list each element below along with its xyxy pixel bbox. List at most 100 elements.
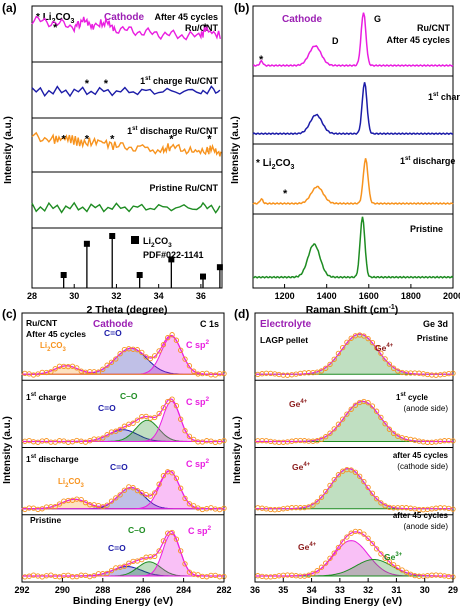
panel-label-c: (c): [2, 307, 17, 321]
panel-c-data-point: [156, 481, 162, 487]
panel-c-data-point: [156, 548, 162, 554]
panel-c-data-point: [169, 332, 175, 338]
panel-d-data-point: [323, 434, 329, 440]
panel-c-csp-label-2: C sp2: [186, 396, 210, 407]
panel-d-data-point: [369, 339, 376, 346]
panel-c-data-point: [143, 554, 149, 560]
panel-d-data-point: [267, 506, 274, 513]
panel-c-data-point: [165, 469, 171, 475]
panel-a-ref-legend-marker: [131, 236, 139, 244]
panel-c-data-point: [130, 558, 136, 565]
panel-c-data-point: [165, 335, 171, 341]
panel-c-data-point: [43, 438, 50, 444]
panel-d-data-point: [310, 570, 316, 577]
panel-d-data-point: [390, 430, 397, 437]
panel-d-data-point: [441, 438, 448, 444]
panel-d-sample-label: LAGP pellet: [260, 335, 308, 345]
panel-d-data-point: [310, 502, 316, 508]
panel-c-x-tick-label: 284: [176, 585, 191, 595]
panel-c-data-point: [104, 362, 110, 368]
panel-d-x-tick-label: 33: [335, 585, 345, 595]
panel-d-data-point: [369, 540, 376, 547]
panel-b-trace-0: [252, 12, 454, 68]
panel-a-trace-3: [31, 201, 221, 214]
panel-d-data-point: [255, 505, 261, 511]
panel-d-data-point: [331, 356, 337, 362]
panel-d-data-point: [335, 544, 342, 551]
panel-c-x-tick-label: 282: [216, 585, 231, 595]
panel-c-data-point: [186, 363, 193, 369]
panel-a-cathode-label: Cathode: [104, 12, 144, 23]
panel-c-data-point: [143, 354, 149, 360]
panel-d-data-point: [352, 402, 359, 408]
panel-d-data-point: [446, 370, 452, 377]
panel-d-data-point: [382, 421, 388, 427]
panel-a-discharge-label: 1st discharge Ru/CNT: [127, 126, 218, 136]
panel-d-data-point: [386, 559, 393, 565]
panel-c-data-point: [156, 348, 162, 354]
panel-a-x-tick-label: 28: [27, 291, 37, 301]
panel-c-data-point: [212, 372, 218, 378]
panel-d-data-point: [318, 494, 325, 500]
panel-c-data-point: [104, 502, 110, 508]
panel-b-pristine-label: Pristine: [410, 224, 443, 234]
panel-d-data-point: [331, 550, 337, 556]
panel-d-data-point: [373, 546, 380, 552]
panel-c-envelope: [22, 470, 224, 510]
panel-d-data-point: [323, 560, 329, 566]
panel-d-data-point: [314, 568, 320, 574]
panel-c-data-point: [48, 572, 54, 578]
panel-d-data-point: [378, 551, 384, 557]
panel-a-ref-marker: [168, 256, 175, 263]
panel-c-data-point: [160, 405, 167, 411]
panel-c-data-point: [139, 413, 145, 420]
panel-c-data-point: [204, 574, 210, 580]
panel-d-data-point: [255, 371, 261, 378]
panel-c-data-point: [30, 572, 37, 578]
panel-c-sample: Ru/CNT: [26, 318, 58, 328]
panel-a-x-tick-label: 32: [111, 291, 121, 301]
panel-d-data-point: [352, 528, 359, 535]
panel-c-data-point: [139, 349, 145, 356]
panel-d-data-point: [259, 437, 265, 444]
panel-a-x-tick-label: 30: [69, 291, 79, 301]
panel-c-data-point: [173, 536, 180, 542]
panel-c-data-point: [208, 505, 214, 511]
panel-b-x-tick-label: 1600: [359, 291, 379, 301]
panel-c-data-point: [195, 505, 201, 511]
panel-c-data-point: [22, 506, 28, 513]
panel-c-data-point: [134, 487, 141, 494]
panel-c-data-point: [199, 573, 206, 580]
panel-d-data-point: [437, 572, 443, 578]
panel-d-data-point: [390, 365, 397, 371]
panel-c-csp-label-3: C sp2: [186, 458, 210, 469]
panel-a-x-tick-label: 36: [196, 291, 206, 301]
panel-c-data-point: [204, 438, 210, 444]
panel-c-co-label-1: C=O: [104, 328, 122, 338]
panel-d-data-point: [395, 433, 401, 439]
panel-d-data-point: [327, 482, 333, 489]
panel-d-envelope: [255, 400, 453, 443]
panel-c-data-point: [117, 426, 123, 433]
panel-d-data-point: [340, 416, 346, 422]
panel-d-data-point: [276, 506, 282, 513]
panel-d-data-point: [344, 339, 350, 345]
panel-a-rucnt-label: Ru/CNT: [185, 23, 218, 33]
panel-c-x-tick-label: 288: [95, 585, 110, 595]
panel-d-data-point: [429, 372, 435, 378]
panel-c-ylabel: Intensity (a.u.): [2, 416, 13, 484]
panel-d-data-point: [365, 335, 371, 342]
panel-c-data-point: [160, 538, 167, 544]
panel-c-data-point: [113, 356, 119, 362]
panel-c-data-point: [147, 415, 154, 421]
panel-c-x-tick-label: 290: [55, 585, 70, 595]
panel-c-x-tick-label: 286: [136, 585, 151, 595]
panel-a-ref-pdf: PDF#022-1141: [143, 250, 204, 260]
panel-d-data-point: [369, 490, 376, 496]
panel-d-data-point: [378, 350, 384, 356]
panel-d-data-point: [297, 437, 303, 444]
panel-a-star: *: [62, 133, 67, 145]
panel-d-state-label: Pristine: [417, 333, 448, 343]
panel-b-x-tick-label: 1200: [275, 291, 295, 301]
panel-d-data-point: [361, 531, 367, 537]
